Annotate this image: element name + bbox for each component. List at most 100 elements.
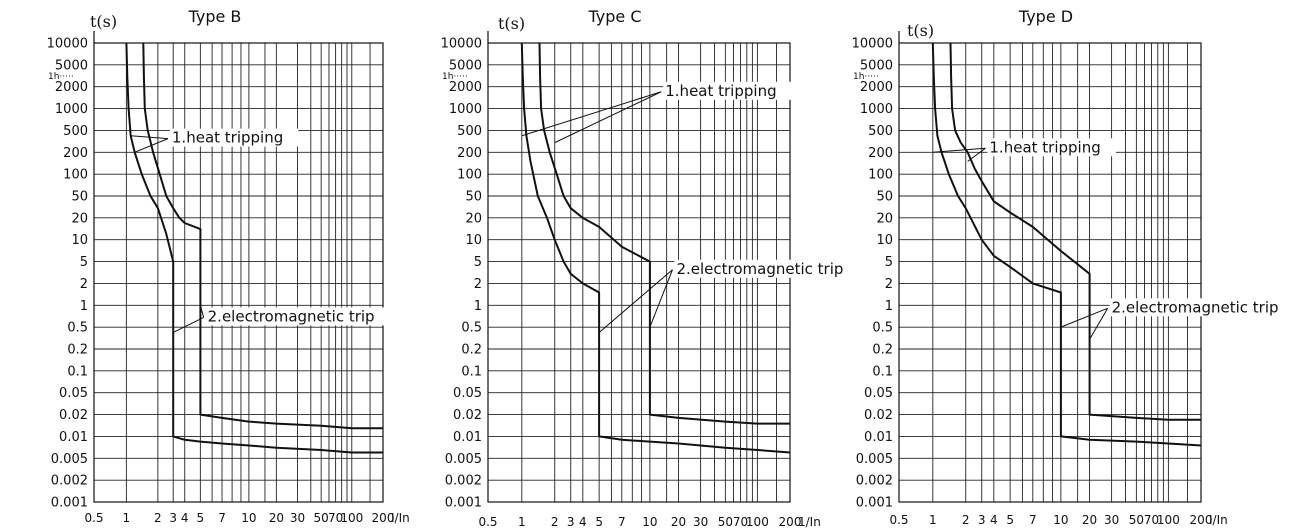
annotation-bg [674, 259, 862, 278]
y-tick-label: 0.002 [445, 474, 482, 489]
annotation-leader [172, 316, 204, 333]
x-tick-label: 100 [746, 515, 769, 529]
annotation-leader [967, 147, 986, 162]
annotation-leader [130, 135, 168, 140]
y-tick-label: 2000 [449, 80, 482, 95]
y-tick-label: 500 [868, 124, 893, 139]
x-tick-label: 3 [169, 511, 177, 525]
chart-panel-3: 10000 5000 2000 1000 500 200 100 50 20 10 5 2 1 0.5 0.… [852, 7, 1293, 527]
y-tick-label: 500 [457, 124, 482, 139]
trip-curve-2 [538, 42, 790, 425]
y-tick-label: 0.1 [461, 364, 482, 379]
annotation-leader [1089, 308, 1109, 340]
x-axis-label: I/In [1209, 513, 1228, 527]
x-tick-label: 1 [518, 515, 526, 529]
grid [93, 42, 384, 503]
annotation-text: 2.electromagnetic trip [676, 260, 843, 278]
y-tick-label: 2000 [55, 80, 88, 95]
ih-marker-label: 1h····· [442, 72, 468, 82]
x-tick-label: 20 [269, 511, 284, 525]
annotation-leader [134, 138, 169, 153]
chart-panel-1: 100005000200010005002001005020105210.50.… [47, 7, 410, 525]
y-tick-label: 0.02 [59, 408, 88, 423]
y-tick-label: 100 [868, 168, 893, 183]
x-tick-label: 10 [1053, 513, 1068, 527]
x-axis-label: 1/In [798, 515, 821, 529]
ih-marker-label: 1h····· [853, 72, 879, 82]
y-tick-label: 50 [71, 190, 88, 205]
y-tick-label: 2 [885, 277, 893, 292]
y-tick-label: 2 [80, 277, 88, 292]
y-tick-label: 1 [80, 299, 88, 314]
x-tick-label: 3 [567, 515, 575, 529]
y-tick-label: 10000 [47, 37, 88, 52]
trip-curve-1 [520, 42, 791, 454]
annotation-bg [987, 138, 1116, 157]
y-tick-label: 0.5 [872, 321, 893, 336]
x-tick-label: 100 [340, 511, 363, 525]
annotation-text: 2.electromagnetic trip [1112, 298, 1279, 316]
x-tick-label: 70 [1144, 513, 1159, 527]
x-tick-label: 5 [595, 515, 603, 529]
y-tick-label: 0.05 [864, 386, 893, 401]
y-tick-label: 1 [474, 299, 482, 314]
grid [898, 42, 1202, 503]
y-tick-label: 10000 [441, 37, 482, 52]
x-tick-label: 2 [962, 513, 970, 527]
y-tick-label: 0.2 [872, 343, 893, 358]
y-tick-label: 0.2 [461, 343, 482, 358]
y-tick-label: 0.002 [856, 474, 893, 489]
y-tick-label: 10 [71, 233, 88, 248]
x-tick-label: 30 [1104, 513, 1119, 527]
annotation-text: 2.electromagnetic trip [208, 307, 375, 325]
y-tick-label: 0.005 [856, 452, 893, 467]
x-tick-label: 0.5 [84, 511, 103, 525]
y-tick-label: 0.5 [67, 321, 88, 336]
x-tick-label: 4 [181, 511, 189, 525]
y-axis-label: t(s) [907, 21, 934, 40]
y-tick-label: 0.5 [461, 321, 482, 336]
x-tick-label: 200 [372, 511, 395, 525]
x-tick-label: 100 [1157, 513, 1180, 527]
x-tick-label: 20 [1082, 513, 1097, 527]
x-tick-label: 7 [218, 511, 226, 525]
chart-title: Type D [1018, 7, 1073, 26]
trip-curve-2 [142, 42, 383, 430]
x-tick-label: 70 [328, 511, 343, 525]
y-tick-label: 50 [465, 190, 482, 205]
y-tick-label: 0.2 [67, 343, 88, 358]
y-tick-label: 5 [885, 255, 893, 270]
y-tick-label: 0.01 [864, 430, 893, 445]
y-tick-label: 20 [876, 211, 893, 226]
annotation-leader [1060, 307, 1108, 328]
trip-curve-2 [949, 42, 1201, 421]
x-tick-label: 1 [929, 513, 937, 527]
y-tick-label: 1 [885, 299, 893, 314]
x-tick-label: 3 [978, 513, 986, 527]
y-tick-label: 0.01 [453, 430, 482, 445]
y-tick-label: 100 [457, 168, 482, 183]
x-tick-label: 2 [551, 515, 559, 529]
chart-title: Type B [188, 7, 242, 26]
y-tick-label: 5 [80, 255, 88, 270]
x-tick-label: 5 [197, 511, 205, 525]
x-tick-label: 2 [154, 511, 162, 525]
chart-panel-2: 10000 5000 2000 1000 500 200 100 50 20 10 5 2 1 0.5 0.… [441, 7, 862, 529]
y-tick-label: 0.001 [51, 496, 88, 511]
annotation-leader [199, 305, 205, 318]
y-tick-label: 2 [474, 277, 482, 292]
x-tick-label: 7 [618, 515, 626, 529]
y-tick-label: 20 [71, 211, 88, 226]
y-tick-label: 0.001 [445, 496, 482, 511]
y-axis-label: t(s) [90, 12, 117, 31]
y-tick-label: 0.05 [453, 386, 482, 401]
chart-title: Type C [587, 7, 641, 26]
y-tick-label: 2000 [860, 80, 893, 95]
x-tick-label: 0.5 [889, 513, 908, 527]
y-tick-label: 10 [465, 233, 482, 248]
annotation-text: 1.heat tripping [172, 129, 283, 147]
annotation-leader [649, 269, 673, 328]
y-tick-label: 0.02 [453, 408, 482, 423]
y-tick-label: 0.005 [445, 452, 482, 467]
